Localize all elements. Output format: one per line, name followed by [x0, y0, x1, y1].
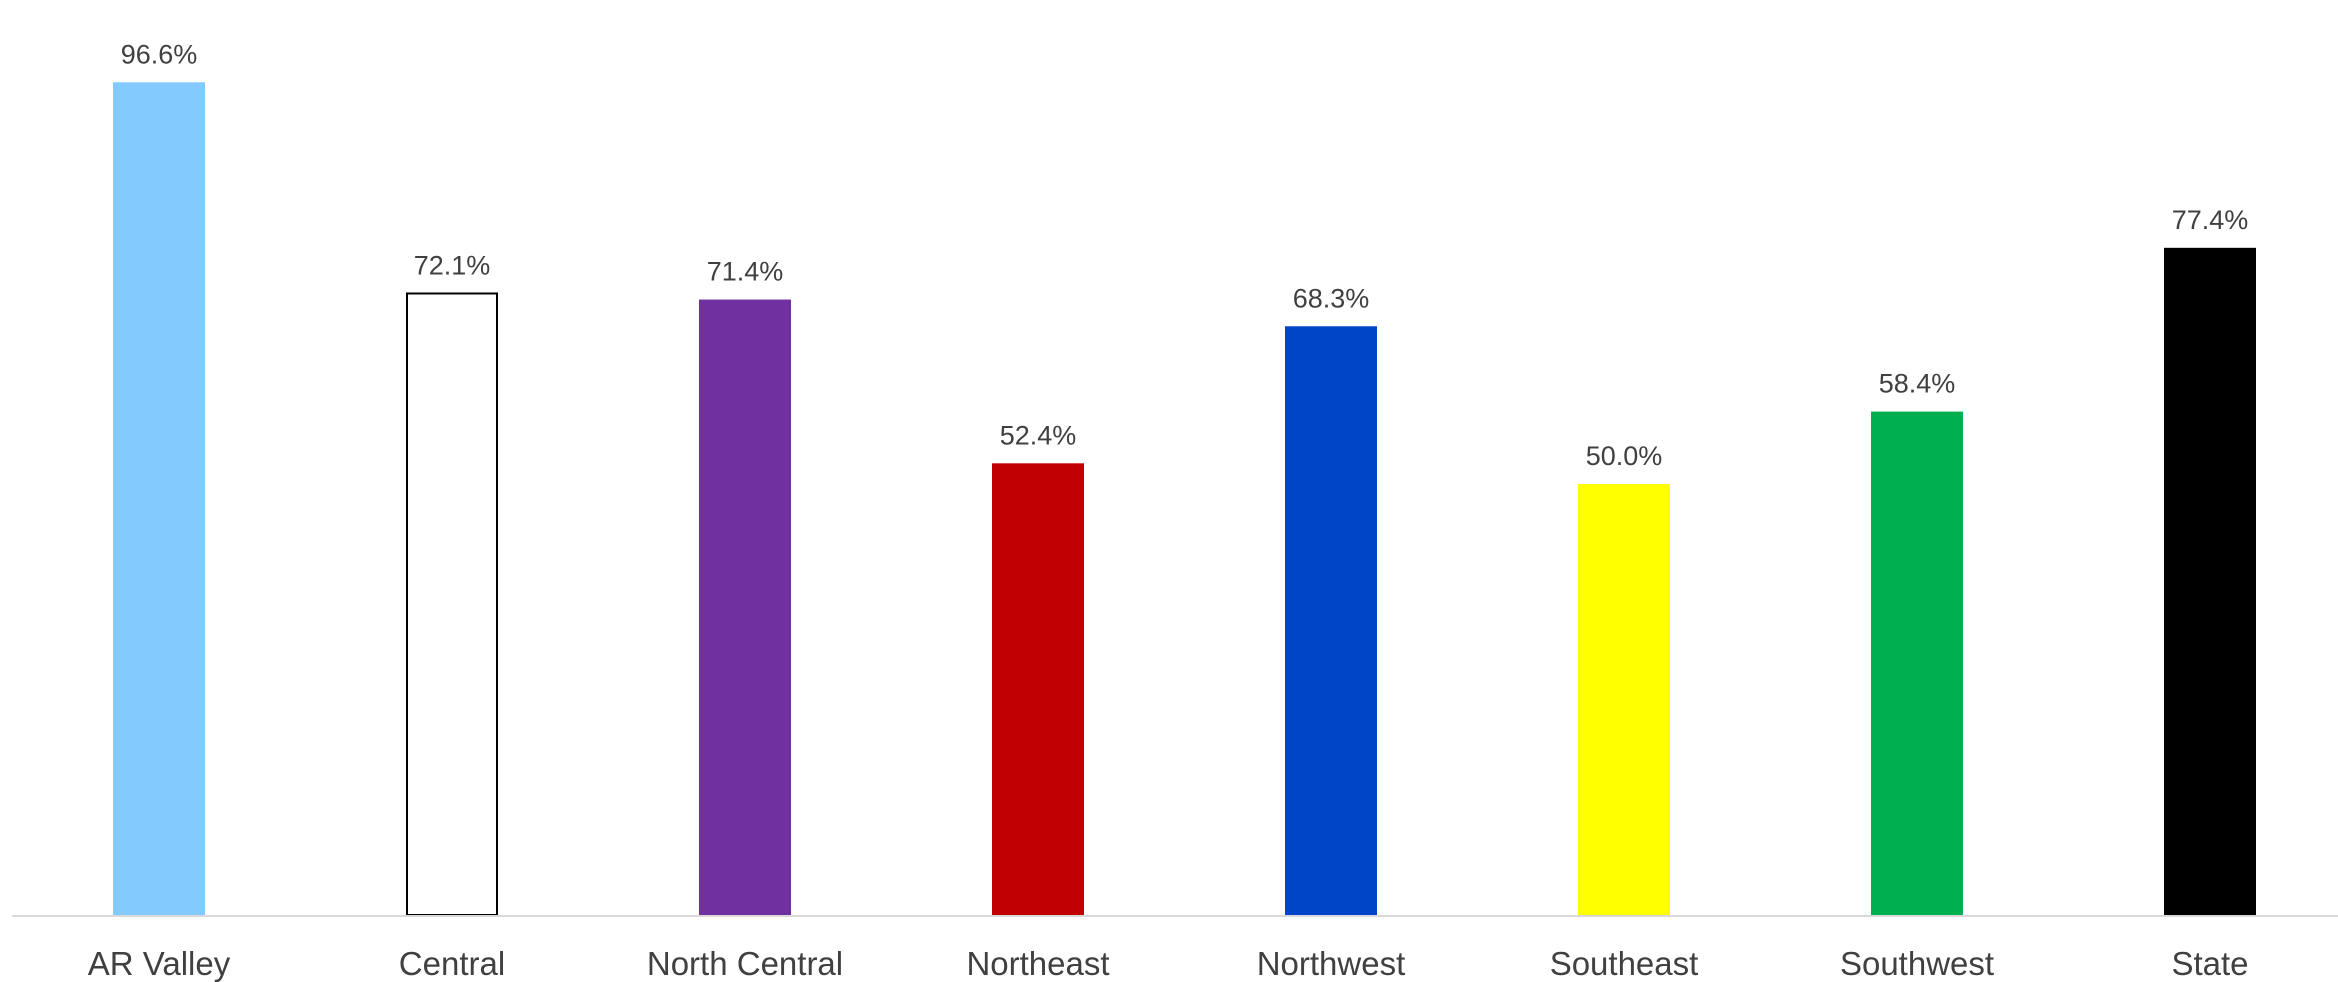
category-label-central: Central: [399, 945, 505, 982]
bar-north-central: [699, 299, 791, 916]
category-label-southwest: Southwest: [1840, 945, 1994, 982]
bar-northwest: [1285, 326, 1377, 915]
category-label-north-central: North Central: [647, 945, 843, 982]
category-label-northeast: Northeast: [966, 945, 1109, 982]
category-label-state: State: [2171, 945, 2248, 982]
category-label-northwest: Northwest: [1257, 945, 1406, 982]
value-label-northwest: 68.3%: [1293, 283, 1370, 313]
value-label-north-central: 71.4%: [707, 257, 784, 287]
value-label-southwest: 58.4%: [1879, 369, 1956, 399]
value-label-central: 72.1%: [414, 250, 491, 280]
value-label-northeast: 52.4%: [1000, 420, 1077, 450]
category-label-ar-valley: AR Valley: [88, 945, 231, 982]
bar-southwest: [1871, 411, 1963, 915]
value-labels-group: 96.6% 72.1% 71.4% 52.4% 68.3% 50.0% 58.4% 77.4%: [121, 39, 2249, 471]
bar-state: [2164, 247, 2256, 915]
value-label-ar-valley: 96.6%: [121, 39, 198, 69]
bar-northeast: [992, 463, 1084, 915]
value-label-southeast: 50.0%: [1586, 441, 1663, 471]
bar-ar-valley: [113, 82, 205, 916]
bar-southeast: [1578, 484, 1670, 915]
bar-central: [406, 292, 498, 916]
category-labels-group: AR Valley Central North Central Northeast No…: [88, 945, 2249, 982]
bars-group: [113, 82, 2256, 916]
value-label-state: 77.4%: [2172, 205, 2249, 235]
category-label-southeast: Southeast: [1550, 945, 1699, 982]
